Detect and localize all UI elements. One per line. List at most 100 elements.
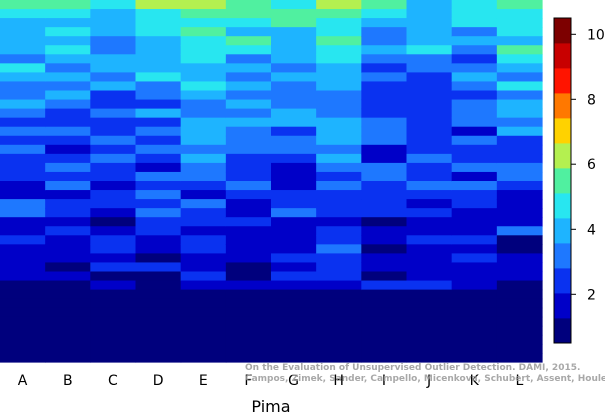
heatmap-cell-d-19	[135, 171, 182, 182]
heatmap-cell-d-15	[135, 135, 182, 146]
colorbar-segment-8	[554, 118, 571, 144]
heatmap-cell-a-31	[0, 280, 46, 291]
heatmap-cell-j-16	[406, 144, 453, 155]
heatmap-cell-i-24	[361, 217, 408, 227]
heatmap-cell-d-31	[135, 280, 182, 291]
heatmap-cell-c-5	[90, 45, 137, 55]
heatmap-cell-g-31	[271, 280, 317, 291]
heatmap-cell-i-30	[361, 271, 408, 282]
heatmap-cell-l-18	[496, 162, 543, 173]
heatmap-cell-l-26	[496, 235, 543, 245]
heatmap-cell-a-22	[0, 199, 46, 209]
heatmap-cell-b-32	[45, 289, 91, 300]
heatmap-cell-g-17	[271, 153, 317, 164]
heatmap-cell-i-17	[361, 153, 408, 164]
heatmap-cell-f-23	[225, 208, 272, 218]
heatmap-cell-a-23	[0, 208, 46, 218]
heatmap-cell-d-38	[135, 343, 182, 354]
heatmap-cell-b-31	[45, 280, 91, 291]
heatmap-cell-k-28	[451, 253, 498, 264]
heatmap-cell-g-22	[271, 199, 317, 209]
heatmap-cell-l-35	[496, 316, 543, 327]
heatmap-cell-c-27	[90, 244, 137, 254]
heatmap-cell-c-22	[90, 199, 137, 209]
heatmap-cell-h-22	[316, 199, 362, 209]
heatmap-cell-i-9	[361, 81, 408, 92]
heatmap-cell-i-26	[361, 235, 408, 245]
heatmap-cell-a-29	[0, 262, 46, 273]
heatmap-cell-a-12	[0, 108, 46, 119]
heatmap-cell-k-38	[451, 343, 498, 354]
heatmap-cell-k-33	[451, 298, 498, 309]
heatmap-cell-k-3	[451, 27, 498, 37]
heatmap-cell-b-21	[45, 190, 91, 200]
heatmap-cell-h-4	[316, 36, 362, 46]
heatmap-cell-j-9	[406, 81, 453, 92]
heatmap-cell-a-13	[0, 117, 46, 128]
heatmap-cell-f-32	[225, 289, 272, 300]
heatmap-cell-a-6	[0, 54, 46, 64]
heatmap-cell-g-18	[271, 162, 317, 173]
heatmap-cell-f-3	[225, 27, 272, 37]
heatmap-cell-d-1	[135, 9, 182, 19]
heatmap-cell-c-20	[90, 181, 137, 191]
heatmap-cell-c-8	[90, 72, 137, 83]
heatmap-cell-i-2	[361, 18, 408, 28]
heatmap-cell-i-5	[361, 45, 408, 55]
heatmap-cell-i-32	[361, 289, 408, 300]
heatmap-cell-h-1	[316, 9, 362, 19]
heatmap-cell-e-7	[180, 63, 227, 73]
heatmap-cell-h-5	[316, 45, 362, 55]
heatmap-cell-e-5	[180, 45, 227, 55]
heatmap-cell-l-31	[496, 280, 543, 291]
heatmap-cell-c-39	[90, 352, 137, 363]
heatmap-cell-g-27	[271, 244, 317, 254]
heatmap-cell-d-7	[135, 63, 182, 73]
heatmap-cell-f-36	[225, 325, 272, 336]
colorbar-segment-3	[554, 243, 571, 269]
heatmap-cell-i-33	[361, 298, 408, 309]
heatmap-cell-e-30	[180, 271, 227, 282]
heatmap-cell-g-29	[271, 262, 317, 273]
heatmap-cell-a-36	[0, 325, 46, 336]
heatmap-cell-d-27	[135, 244, 182, 254]
heatmap-cell-j-32	[406, 289, 453, 300]
heatmap-cell-j-36	[406, 325, 453, 336]
heatmap-cell-j-4	[406, 36, 453, 46]
heatmap-cell-k-23	[451, 208, 498, 218]
heatmap-cell-f-33	[225, 298, 272, 309]
heatmap-cell-k-19	[451, 171, 498, 182]
heatmap-cell-k-34	[451, 307, 498, 318]
colorbar-segment-11	[554, 43, 571, 69]
heatmap-cell-c-23	[90, 208, 137, 218]
heatmap-cell-h-27	[316, 244, 362, 254]
heatmap-cell-j-29	[406, 262, 453, 273]
heatmap-cell-h-26	[316, 235, 362, 245]
heatmap-cell-i-31	[361, 280, 408, 291]
heatmap-cell-k-36	[451, 325, 498, 336]
heatmap-cell-j-13	[406, 117, 453, 128]
heatmap-cell-k-20	[451, 181, 498, 191]
colorbar-tick-10: 10	[587, 27, 605, 43]
heatmap-cell-b-2	[45, 18, 91, 28]
heatmap-cell-k-6	[451, 54, 498, 64]
heatmap-cell-h-21	[316, 190, 362, 200]
heatmap-cell-g-9	[271, 81, 317, 92]
heatmap-cell-c-17	[90, 153, 137, 164]
heatmap-cell-i-3	[361, 27, 408, 37]
heatmap-cell-a-1	[0, 9, 46, 19]
heatmap-cell-k-37	[451, 334, 498, 345]
heatmap-cell-c-7	[90, 63, 137, 73]
heatmap-cell-d-24	[135, 217, 182, 227]
heatmap-cell-b-34	[45, 307, 91, 318]
heatmap-cell-h-35	[316, 316, 362, 327]
heatmap-cell-a-4	[0, 36, 46, 46]
heatmap-cell-e-16	[180, 144, 227, 155]
heatmap-cell-h-38	[316, 343, 362, 354]
heatmap-cell-b-20	[45, 181, 91, 191]
heatmap-cell-i-29	[361, 262, 408, 273]
heatmap-cell-f-11	[225, 99, 272, 110]
heatmap-cell-j-2	[406, 18, 453, 28]
heatmap-cell-i-39	[361, 352, 408, 363]
heatmap-cell-d-13	[135, 117, 182, 128]
